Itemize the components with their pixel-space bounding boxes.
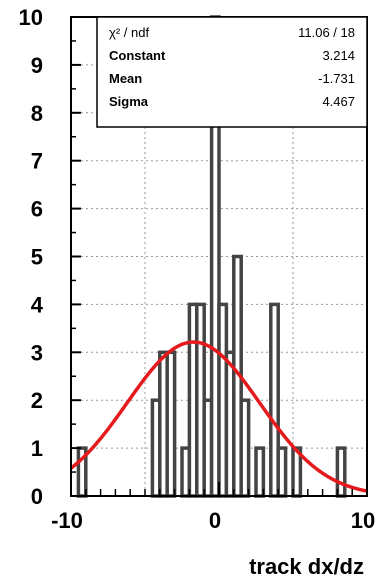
stats-value: 3.214	[322, 48, 355, 63]
x-axis-label: track dx/dz	[249, 554, 364, 579]
x-tick-label: 10	[351, 508, 375, 533]
histogram-bar	[254, 446, 266, 498]
x-axis-ticks: -10 0 10	[51, 482, 375, 533]
y-tick-label: 6	[31, 197, 43, 222]
gaussian-fit-curve	[69, 340, 368, 493]
y-tick-label: 0	[31, 484, 43, 509]
histogram-bar	[335, 446, 347, 498]
y-tick-label: 4	[31, 292, 44, 317]
y-tick-label: 10	[19, 5, 43, 30]
stats-label: Mean	[109, 71, 142, 86]
y-tick-label: 2	[31, 388, 43, 413]
x-tick-label: -10	[51, 508, 83, 533]
y-tick-label: 3	[31, 340, 43, 365]
y-tick-label: 8	[31, 101, 43, 126]
y-axis-ticks: 0 1 2 3 4 5 6 7 8 9 10	[19, 5, 81, 509]
stats-value: 11.06 / 18	[298, 25, 355, 40]
y-tick-label: 5	[31, 245, 43, 270]
stats-label: Constant	[109, 48, 166, 63]
stats-label: Sigma	[109, 94, 149, 109]
stats-value: 4.467	[322, 94, 355, 109]
x-tick-label: 0	[209, 508, 221, 533]
stats-value: -1.731	[318, 71, 355, 86]
stats-box: χ² / ndf 11.06 / 18 Constant 3.214 Mean -1.73…	[96, 16, 368, 128]
histogram-bar	[276, 446, 288, 498]
stats-label: χ² / ndf	[109, 25, 149, 40]
y-tick-label: 9	[31, 53, 43, 78]
y-tick-label: 7	[31, 149, 43, 174]
histogram-bar	[165, 350, 177, 498]
y-tick-label: 1	[31, 436, 43, 461]
histogram-bar	[239, 398, 251, 498]
stats-box-frame	[96, 16, 368, 128]
